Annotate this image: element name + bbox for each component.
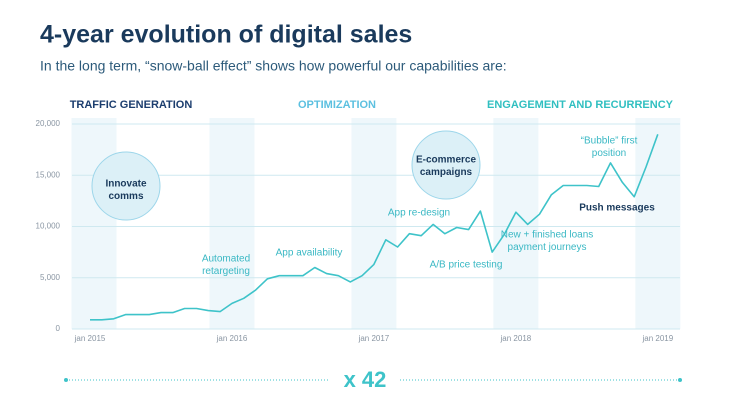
x-tick-label: jan 2017	[358, 334, 390, 343]
growth-dot	[678, 378, 682, 382]
annotation: Innovate	[105, 179, 147, 190]
annotation: New + finished loans	[501, 230, 594, 241]
annotation: App availability	[276, 248, 343, 259]
bubble	[91, 151, 161, 221]
growth-label: x 42	[344, 367, 387, 392]
y-tick-label: 15,000	[36, 170, 61, 179]
x-tick-label: jan 2016	[216, 334, 248, 343]
x-tick-label: jan 2018	[500, 334, 532, 343]
annotation: App re-design	[388, 208, 450, 219]
annotation: retargeting	[202, 266, 250, 277]
phase-label: ENGAGEMENT AND RECURRENCY	[487, 99, 674, 111]
y-tick-label: 20,000	[36, 119, 61, 128]
year-band	[209, 118, 255, 329]
year-band	[71, 118, 117, 329]
year-band	[493, 118, 539, 329]
bubble	[411, 130, 481, 200]
x-tick-label: jan 2019	[641, 334, 673, 343]
year-band	[351, 118, 397, 329]
annotation: E-commerce	[416, 155, 476, 166]
annotation: comms	[108, 191, 143, 202]
phase-label: TRAFFIC GENERATION	[70, 99, 193, 111]
annotation: A/B price testing	[430, 260, 503, 271]
annotation: campaigns	[420, 167, 473, 178]
chart-subtitle: In the long term, “snow-ball effect” sho…	[40, 58, 507, 74]
annotation: Push messages	[579, 203, 655, 214]
y-tick-label: 0	[56, 324, 61, 333]
sales-line	[90, 134, 659, 321]
chart-title: 4-year evolution of digital sales	[40, 21, 412, 49]
annotation: position	[592, 148, 626, 159]
y-tick-label: 5,000	[40, 273, 61, 282]
annotation: Automated	[202, 254, 250, 265]
annotation: “Bubble” first	[581, 136, 638, 147]
annotation: payment journeys	[508, 242, 587, 253]
growth-dot	[64, 378, 68, 382]
y-tick-label: 10,000	[36, 222, 61, 231]
x-tick-label: jan 2015	[74, 334, 106, 343]
year-band	[635, 118, 681, 329]
phase-label: OPTIMIZATION	[298, 99, 376, 111]
